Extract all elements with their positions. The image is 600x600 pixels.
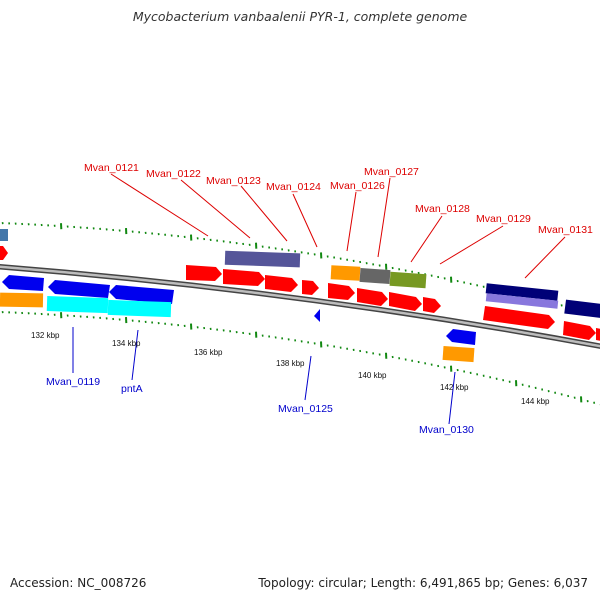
label-mvan-0128[interactable]: Mvan_0128 bbox=[415, 203, 470, 215]
gene-red-right-b[interactable] bbox=[596, 328, 600, 342]
gene-mvan-0128-forward[interactable] bbox=[389, 292, 422, 311]
gene-mvan-0130[interactable] bbox=[442, 345, 475, 363]
scale-label: 136 kbp bbox=[194, 348, 223, 357]
scale-label: 138 kbp bbox=[276, 359, 305, 368]
accession-text: Accession: NC_008726 bbox=[10, 576, 147, 590]
gene-red-right-a[interactable] bbox=[563, 321, 596, 340]
gene-mvan-0122[interactable] bbox=[223, 269, 265, 286]
gene-red-edge[interactable] bbox=[0, 246, 8, 260]
scale-label: 132 kbp bbox=[31, 331, 60, 340]
scale-labels: 132 kbp 134 kbp 136 kbp 138 kbp 140 kbp … bbox=[31, 331, 550, 406]
gene-blue-b[interactable] bbox=[48, 280, 110, 298]
scale-label: 134 kbp bbox=[112, 339, 141, 348]
scale-label: 142 kbp bbox=[440, 383, 469, 392]
label-pntA[interactable]: pntA bbox=[121, 383, 143, 395]
gene-mvan-0124[interactable] bbox=[265, 275, 298, 292]
label-mvan-0123[interactable]: Mvan_0123 bbox=[206, 175, 261, 187]
label-mvan-0126[interactable]: Mvan_0126 bbox=[330, 180, 385, 192]
gene-orange-left[interactable] bbox=[0, 292, 44, 308]
label-mvan-0129[interactable]: Mvan_0129 bbox=[476, 213, 531, 225]
gene-blue-c[interactable] bbox=[109, 285, 174, 304]
label-mvan-0127[interactable]: Mvan_0127 bbox=[364, 166, 419, 178]
gene-navy-edge[interactable] bbox=[564, 299, 600, 319]
label-mvan-0131[interactable]: Mvan_0131 bbox=[538, 224, 593, 236]
gene-mvan-0123[interactable] bbox=[224, 250, 301, 268]
reverse-gene-labels: Mvan_0119 pntA Mvan_0125 Mvan_0130 bbox=[46, 376, 474, 436]
callout-lines bbox=[72, 173, 566, 425]
label-mvan-0121[interactable]: Mvan_0121 bbox=[84, 162, 139, 174]
gene-mvan-0128[interactable] bbox=[389, 271, 427, 289]
inner-tick-marks bbox=[1, 310, 600, 406]
gene-mvan-0129[interactable] bbox=[423, 297, 441, 313]
page-title: Mycobacterium vanbaalenii PYR-1, complet… bbox=[132, 9, 468, 24]
label-mvan-0124[interactable]: Mvan_0124 bbox=[266, 181, 321, 193]
feature-row-reverse bbox=[0, 275, 476, 363]
label-mvan-0122[interactable]: Mvan_0122 bbox=[146, 168, 201, 180]
feature-row-forward bbox=[0, 246, 600, 342]
forward-gene-labels: Mvan_0121 Mvan_0122 Mvan_0123 Mvan_0124 … bbox=[84, 162, 593, 236]
gene-steelblue-edge[interactable] bbox=[0, 229, 8, 241]
gene-pntA[interactable] bbox=[107, 299, 172, 318]
label-mvan-0130[interactable]: Mvan_0130 bbox=[419, 424, 474, 436]
label-mvan-0125[interactable]: Mvan_0125 bbox=[278, 403, 333, 415]
gene-mvan-0127-forward[interactable] bbox=[357, 288, 388, 306]
gene-mvan-0126-forward[interactable] bbox=[328, 283, 355, 300]
gene-mvan-0127[interactable] bbox=[359, 267, 391, 285]
gene-mvan-0125[interactable] bbox=[314, 309, 320, 322]
gene-blue-a[interactable] bbox=[2, 275, 44, 291]
gene-mvan-0121[interactable] bbox=[186, 265, 222, 281]
scale-label: 144 kbp bbox=[521, 397, 550, 406]
gene-mvan-0119[interactable] bbox=[46, 295, 109, 314]
gene-mvan-0131-navy[interactable] bbox=[485, 283, 559, 301]
gene-mvan-0131[interactable] bbox=[483, 306, 555, 329]
feature-row-upper bbox=[0, 229, 600, 319]
gene-mvan-0131-inner[interactable] bbox=[485, 293, 559, 309]
gene-mvan-0125-forward[interactable] bbox=[302, 280, 319, 295]
gene-mvan-0130-blue[interactable] bbox=[446, 329, 476, 345]
label-mvan-0119[interactable]: Mvan_0119 bbox=[46, 376, 100, 388]
gene-mvan-0126[interactable] bbox=[330, 265, 361, 281]
genome-summary: Topology: circular; Length: 6,491,865 bp… bbox=[258, 576, 588, 590]
scale-label: 140 kbp bbox=[358, 371, 387, 380]
